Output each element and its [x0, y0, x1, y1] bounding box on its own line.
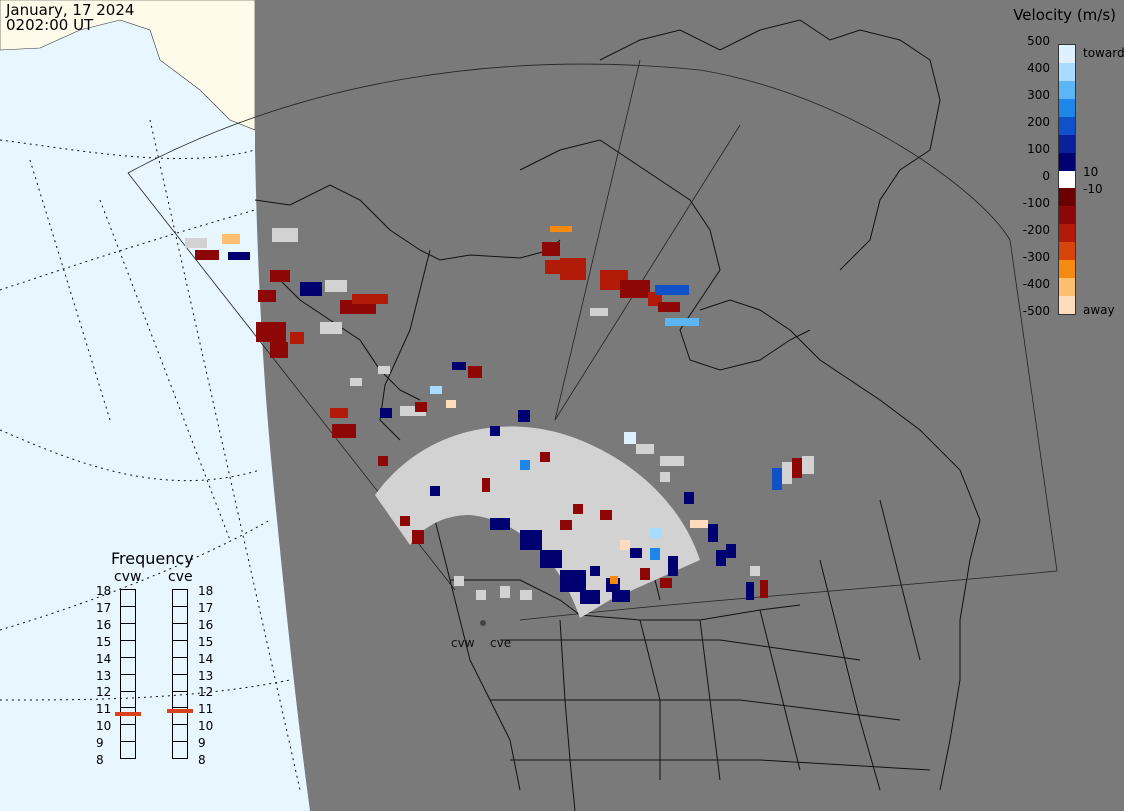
frequency-scale-label: 16	[96, 617, 112, 632]
colorbar-toward-label: toward	[1083, 46, 1124, 60]
frequency-cell	[173, 624, 187, 641]
frequency-cell	[121, 691, 135, 709]
frequency-bar	[120, 589, 136, 760]
frequency-cell	[121, 725, 135, 743]
colorbar-segment	[1059, 116, 1075, 136]
colorbar-segment	[1059, 278, 1075, 297]
frequency-cell	[173, 742, 187, 760]
colorbar-segment	[1059, 296, 1075, 315]
colorbar-segment	[1059, 98, 1075, 118]
frequency-marker	[167, 708, 193, 713]
frequency-cell	[173, 590, 187, 607]
colorbar-segment	[1059, 260, 1075, 279]
frequency-cell	[121, 590, 135, 607]
ground-scatter-fan	[375, 426, 700, 618]
freq-radar-cve-label: cve	[168, 569, 193, 585]
colorbar-tick-label: -10	[1083, 182, 1103, 196]
frequency-cell	[173, 725, 187, 743]
frequency-scale-label: 8	[96, 753, 104, 767]
frequency-bar	[172, 589, 188, 760]
freq-radar-cvw-label: cvw	[114, 569, 142, 585]
colorbar-tick-label: 10	[1083, 165, 1099, 179]
velocity-colorbar	[1058, 44, 1076, 315]
colorbar-tick-label: 200	[1027, 115, 1050, 129]
colorbar-tick-label: 100	[1027, 142, 1050, 156]
frequency-scale-label: 17	[96, 600, 112, 615]
frequency-scale-label: 17	[198, 600, 214, 615]
colorbar-segment	[1059, 80, 1075, 100]
colorbar-segment	[1059, 134, 1075, 154]
frequency-cell	[173, 658, 187, 675]
frequency-scale-label: 15	[198, 634, 214, 649]
frequency-cell	[121, 742, 135, 760]
frequency-cell	[121, 607, 135, 624]
colorbar-tick-label: 400	[1027, 61, 1050, 75]
colorbar-tick-label: -400	[1022, 277, 1050, 291]
frequency-scale-label: 9	[96, 736, 104, 751]
site-label-cve: cve	[490, 636, 511, 650]
lat-lon-grid	[0, 119, 301, 791]
colorbar-segment	[1059, 170, 1075, 189]
colorbar-tick-label: 0	[1042, 169, 1050, 183]
frequency-cell	[121, 658, 135, 675]
colorbar-away-label: away	[1083, 303, 1115, 317]
frequency-scale-label: 16	[198, 617, 214, 632]
velocity-cells	[185, 226, 814, 604]
colorbar-segment	[1059, 188, 1075, 207]
frequency-scale-label: 9	[198, 736, 206, 751]
frequency-scale-label: 11	[198, 702, 214, 717]
alaska-daylight-land	[0, 0, 256, 131]
frequency-cell	[173, 708, 187, 726]
date-label: January, 17 2024	[6, 1, 135, 19]
colorbar-segment	[1059, 206, 1075, 225]
frequency-cell	[121, 675, 135, 692]
time-label: 0202:00 UT	[6, 16, 94, 34]
frequency-marker	[115, 712, 141, 717]
frequency-scale-label: 18	[198, 584, 214, 598]
colorbar-tick-label: 500	[1027, 34, 1050, 48]
colorbar-segment	[1059, 224, 1075, 243]
colorbar-segment	[1059, 152, 1075, 172]
frequency-scale-label: 14	[96, 651, 112, 666]
colorbar-segment	[1059, 242, 1075, 261]
frequency-cell	[173, 607, 187, 624]
frequency-scale-label: 15	[96, 634, 112, 649]
frequency-scale-label: 8	[198, 753, 206, 767]
frequency-scale-label: 13	[198, 668, 214, 683]
frequency-cell	[121, 641, 135, 658]
frequency-cell	[121, 708, 135, 726]
frequency-scale-label: 10	[198, 719, 214, 734]
frequency-scale-label: 13	[96, 668, 112, 683]
colorbar-segment	[1059, 45, 1075, 64]
frequency-cell	[173, 691, 187, 709]
radar-site-marker	[480, 620, 486, 626]
colorbar-tick-label: -200	[1022, 223, 1050, 237]
frequency-cell	[173, 675, 187, 692]
colorbar-tick-label: -300	[1022, 250, 1050, 264]
night-terminator-region	[255, 0, 1124, 811]
frequency-scale-label: 12	[198, 685, 214, 700]
frequency-scale-label: 14	[198, 651, 214, 666]
frequency-scale-label: 12	[96, 685, 112, 700]
colorbar-tick-label: -500	[1022, 304, 1050, 318]
colorbar-title: Velocity (m/s)	[1013, 6, 1116, 24]
colorbar-tick-label: 300	[1027, 88, 1050, 102]
frequency-cell	[121, 624, 135, 641]
colorbar-segment	[1059, 62, 1075, 82]
colorbar-tick-label: -100	[1022, 196, 1050, 210]
frequency-scale-label: 11	[96, 702, 112, 717]
site-label-cvw: cvw	[451, 636, 475, 650]
frequency-scale-label: 10	[96, 719, 112, 734]
frequency-scale-label: 18	[96, 584, 112, 598]
frequency-title: Frequency	[111, 549, 194, 568]
frequency-cell	[173, 641, 187, 658]
